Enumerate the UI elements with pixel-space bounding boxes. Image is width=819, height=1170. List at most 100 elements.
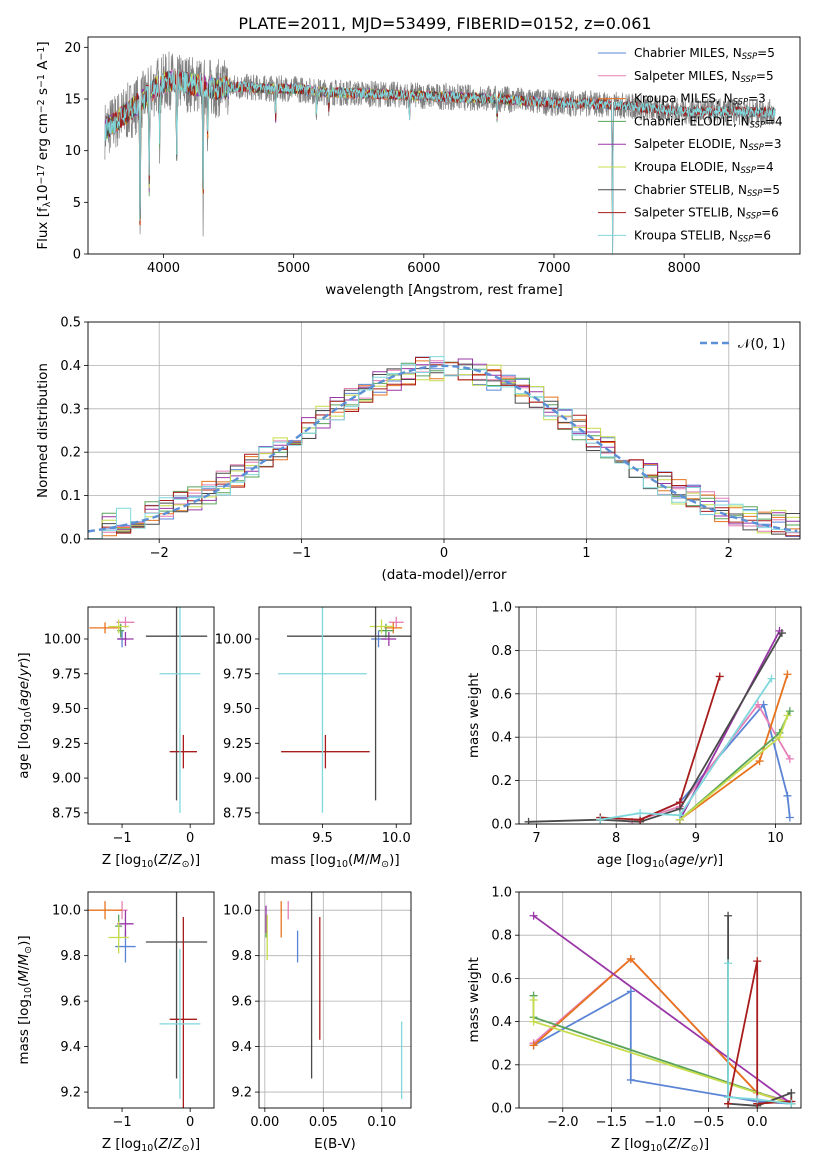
weight-marker <box>529 1041 538 1050</box>
axes-frame <box>518 606 802 825</box>
y-tick-label: 9.50 <box>52 702 81 717</box>
y-tick-label: 9.2 <box>60 1086 81 1101</box>
y-axis-label-part: mass [log <box>16 999 32 1065</box>
x-tick-label: 9 <box>692 831 700 846</box>
y-axis-label-part: s <box>35 88 51 99</box>
weight-marker <box>753 957 762 966</box>
y-tick-label: 8.75 <box>223 806 252 821</box>
weight-series-line <box>631 702 791 823</box>
x-axis-label-part: E(B-V) <box>314 1136 356 1152</box>
y-tick-label: 1.0 <box>491 886 512 901</box>
y-tick-label: 9.50 <box>223 702 252 717</box>
y-tick-label: 5 <box>73 196 81 211</box>
legend-label-tail: =5 <box>756 69 774 83</box>
weight-marker <box>529 996 538 1004</box>
y-tick-label: 9.8 <box>231 949 252 964</box>
legend-label-text: Salpeter MILES, N <box>634 69 741 83</box>
x-axis-label-part: ( <box>153 1136 158 1152</box>
y-tick-label: 0.8 <box>491 644 512 659</box>
y-axis-label-part: λ <box>42 201 53 207</box>
x-tick-label: 0.05 <box>309 1115 338 1130</box>
x-axis-label-part: mass [log <box>270 852 336 868</box>
y-tick-label: 9.2 <box>231 1086 252 1101</box>
y-tick-label: 0.2 <box>60 446 81 461</box>
data-point <box>169 917 197 1108</box>
legend-label: Kroupa STELIB, NSSP=6 <box>634 228 771 243</box>
legend-label-text: Kroupa STELIB, N <box>634 228 738 242</box>
data-point <box>287 607 411 801</box>
legend-label: Salpeter ELODIE, NSSP=3 <box>634 137 782 152</box>
x-axis-label-part: ( <box>662 1136 667 1152</box>
y-axis-label: mass weight <box>466 673 482 758</box>
weight-series-line <box>679 630 781 821</box>
weight-marker <box>675 811 684 820</box>
x-axis-label-part: Z <box>680 1136 691 1152</box>
weight-marker <box>755 757 764 766</box>
plot-area <box>89 607 208 813</box>
weight-marker <box>777 629 786 638</box>
weight-marker <box>785 707 794 716</box>
y-tick-label: 0.3 <box>60 402 81 417</box>
data-point <box>89 622 121 634</box>
y-axis-label-part: age <box>16 681 32 706</box>
y-axis-label-part: erg cm <box>35 113 51 164</box>
legend-label: Salpeter MILES, NSSP=5 <box>634 69 774 84</box>
y-tick-label: 9.6 <box>60 995 81 1010</box>
x-axis-label-part: / <box>168 852 173 868</box>
weight-marker <box>785 754 794 763</box>
x-tick-label: −1 <box>112 1115 131 1130</box>
legend-label-sub: SSP <box>746 211 762 221</box>
y-axis-label-part: ( <box>16 982 32 987</box>
y-tick-label: 9.6 <box>231 995 252 1010</box>
x-axis-label-part: age [log <box>597 852 652 868</box>
legend-label-sub: SSP <box>741 74 757 84</box>
x-axis-label-part: ⊙ <box>691 1143 699 1154</box>
x-axis-label: E(B-V) <box>314 1136 356 1152</box>
x-axis-label-part: ⊙ <box>182 1143 190 1154</box>
y-tick-label: 1.0 <box>491 601 512 616</box>
x-axis-label: age [log10(age/yr)] <box>597 852 723 870</box>
legend-label-sub: SSP <box>748 142 764 152</box>
legend-label-tail: =3 <box>764 137 782 151</box>
plot-area <box>259 892 411 1108</box>
y-axis-label-part: Flux [f <box>35 206 51 250</box>
x-axis-label-part: M <box>370 852 382 868</box>
y-axis-label-part: −1 <box>36 74 47 88</box>
legend-label-sub: SSP <box>747 188 763 198</box>
x-axis-label-part: yr <box>698 852 714 868</box>
data-point <box>378 623 394 638</box>
data-point <box>88 901 123 920</box>
y-tick-label: 15 <box>64 93 81 108</box>
plot-area <box>519 607 801 824</box>
x-axis-label-part: wavelength [Angstrom, rest frame] <box>325 282 563 298</box>
weight-marker <box>596 815 605 824</box>
data-point <box>108 619 129 634</box>
y-tick-label: 8.75 <box>52 806 81 821</box>
weight-marker <box>783 711 792 720</box>
x-axis-label-part: )] <box>190 852 201 868</box>
x-axis-label-part: ( <box>153 852 158 868</box>
plot-area <box>519 892 801 1108</box>
data-point <box>145 607 208 801</box>
x-tick-label: −1.0 <box>644 1115 676 1130</box>
y-tick-label: 10.00 <box>44 632 81 647</box>
weight-series-line <box>727 963 792 1105</box>
x-tick-label: −2.0 <box>547 1115 579 1130</box>
weight-series-line <box>600 678 773 821</box>
axes: 4000 5000 6000 7000 8000 0 5 10 15 20 wavelength [… <box>35 36 801 298</box>
x-axis-label-part: 10 <box>336 859 348 870</box>
y-tick-label: 0.0 <box>491 1102 512 1117</box>
y-axis-label-part: −1 <box>36 47 47 61</box>
y-axis-label-part: ] <box>35 41 51 46</box>
axes-frame <box>258 891 412 1109</box>
y-tick-label: 9.00 <box>52 772 81 787</box>
legend-label-tail: =3 <box>748 92 766 106</box>
axes: −2 −1 0 1 2 0.0 0.1 0.2 0.3 0.4 0.5 (data-model)/er… <box>35 316 801 583</box>
weight-series-line <box>679 710 791 821</box>
y-axis-label-part: M <box>16 953 32 965</box>
x-tick-label: 5000 <box>277 261 310 276</box>
legend-label-sub: SSP <box>738 234 754 244</box>
x-tick-label: 0 <box>186 1115 194 1130</box>
